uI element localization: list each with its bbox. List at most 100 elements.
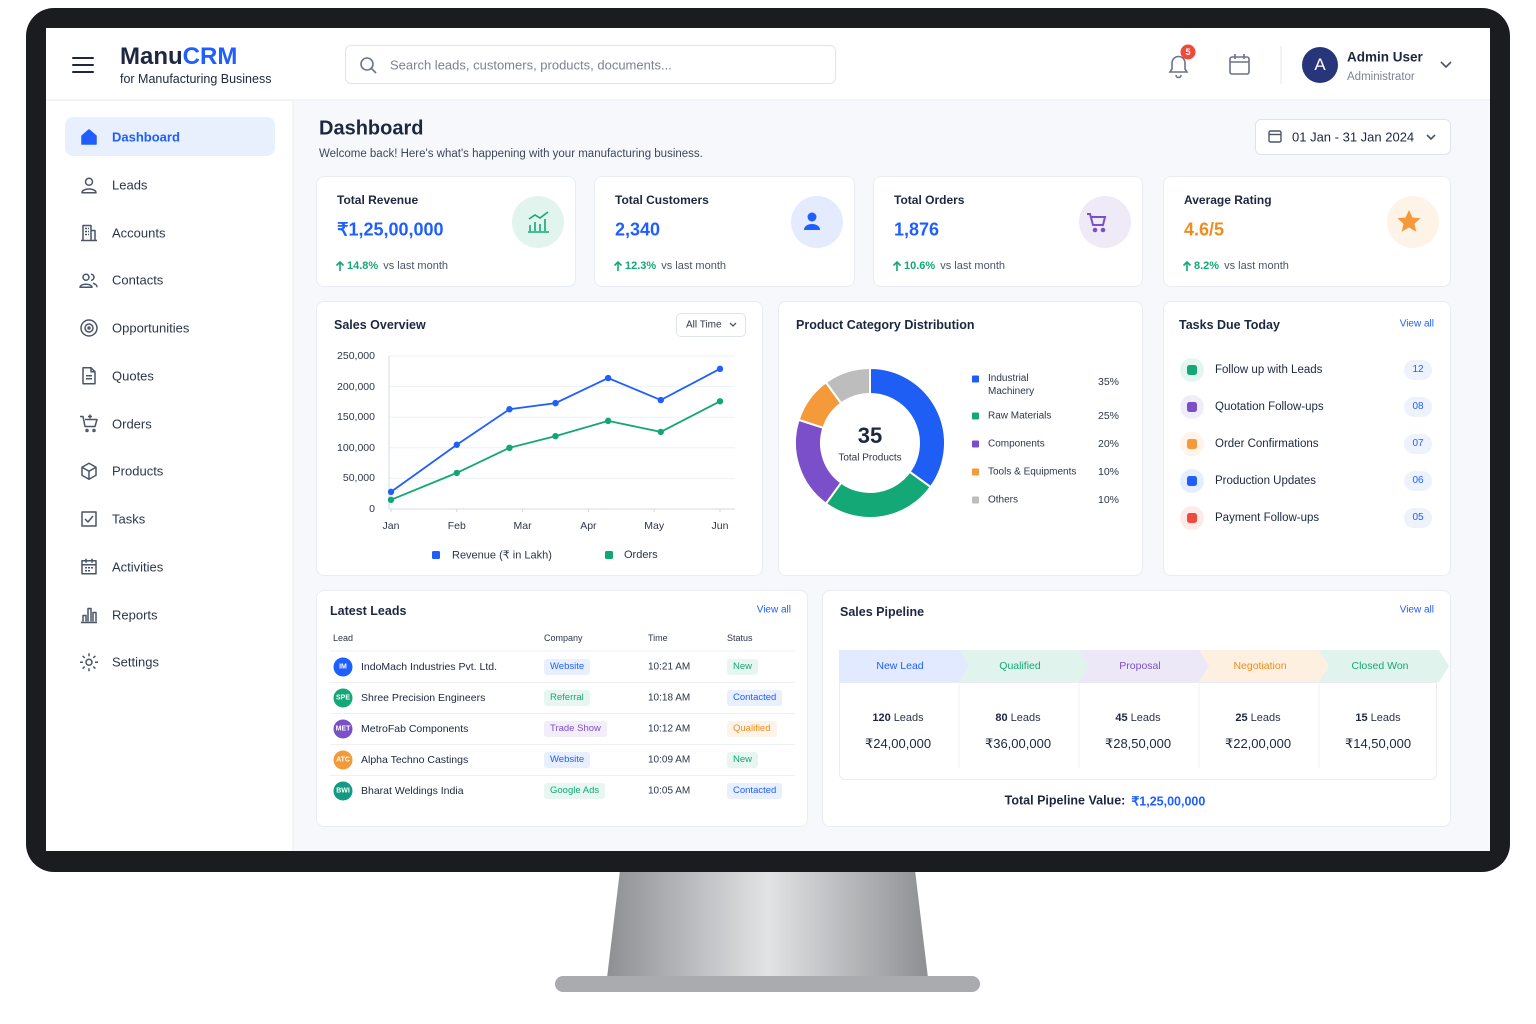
category-card — [778, 301, 1143, 576]
view-all-link[interactable]: View all — [1399, 318, 1434, 330]
lead-avatar — [333, 750, 353, 770]
nav-icon — [81, 224, 97, 242]
stage-unit: Leads — [1370, 712, 1401, 724]
line-point — [552, 432, 559, 440]
x-tick-label: Apr — [580, 520, 597, 532]
nav-item[interactable]: Orders — [112, 416, 152, 431]
stage-leads: 120 Leads — [872, 712, 923, 724]
lead-time: 10:12 AM — [648, 723, 691, 735]
lead-status: New — [727, 752, 759, 768]
card-title: Tasks Due Today — [1179, 318, 1280, 332]
brand: ManuCRM — [120, 43, 237, 71]
nav-item[interactable]: Settings — [112, 654, 159, 670]
card-title: Sales Pipeline — [840, 605, 925, 619]
line-point — [552, 399, 559, 407]
lead-status: Qualified — [727, 721, 777, 737]
stage-name: Negotiation — [1233, 660, 1287, 672]
lead-name[interactable]: Alpha Techno Castings — [361, 754, 469, 766]
y-tick-label: 100,000 — [337, 441, 375, 454]
y-tick-label: 200,000 — [337, 380, 375, 393]
nav-icon — [80, 653, 98, 672]
kpi-change: 14.8% — [347, 260, 379, 272]
nav-item[interactable]: Tasks — [112, 511, 146, 527]
chart-title: Product Category Distribution — [796, 318, 975, 332]
stage-unit: Leads — [1130, 712, 1161, 724]
legend-marker — [972, 412, 979, 420]
lead-name[interactable]: Bharat Weldings India — [361, 785, 464, 797]
filter-dropdown[interactable] — [676, 313, 746, 337]
chart-filter: All Time — [686, 319, 722, 331]
kpi-arrow — [613, 260, 623, 271]
kpi-card — [1163, 176, 1451, 287]
nav-item[interactable]: Reports — [112, 607, 158, 622]
legend-label: Others — [988, 494, 1019, 506]
pipeline-card — [822, 590, 1451, 827]
menu-icon[interactable] — [72, 57, 94, 73]
task-count: 08 — [1404, 397, 1432, 417]
task-label: Order Confirmations — [1215, 438, 1319, 450]
nav-item[interactable]: Opportunities — [112, 320, 190, 336]
tasks-card — [1163, 301, 1451, 576]
nav-item[interactable]: Activities — [112, 559, 164, 575]
nav-item[interactable]: Products — [112, 463, 164, 479]
nav-item[interactable]: Leads — [112, 177, 148, 193]
stage-chevron — [1079, 650, 1209, 682]
kpi-value: 4.6/5 — [1184, 219, 1225, 240]
line-point — [453, 469, 460, 477]
stage-leads: 45 Leads — [1115, 712, 1160, 724]
lead-name[interactable]: MetroFab Components — [361, 723, 469, 735]
kpi-value: 1,876 — [894, 219, 940, 240]
page-subtitle: Welcome back! Here's what's happening wi… — [319, 148, 703, 160]
total-label: Total Pipeline Value: — [1004, 793, 1126, 808]
pie-center-value: 35 — [857, 423, 883, 448]
x-tick-label: May — [644, 520, 665, 532]
user-chevron[interactable] — [1440, 61, 1452, 69]
stage-count: 120 — [872, 712, 891, 724]
avatar[interactable] — [1302, 47, 1338, 83]
calendar-icon[interactable] — [1229, 54, 1250, 75]
view-all-link[interactable]: View all — [756, 604, 791, 616]
search-box[interactable] — [345, 45, 836, 84]
user-role: Administrator — [1347, 71, 1415, 83]
kpi-icon-rating — [1397, 210, 1421, 232]
lead-name[interactable]: IndoMach Industries Pvt. Ltd. — [361, 661, 497, 673]
kpi-change: 10.6% — [904, 260, 936, 272]
kpi-change-row: 14.8% vs last month — [347, 260, 448, 272]
stage-unit: Leads — [893, 712, 924, 724]
nav-item[interactable]: Accounts — [112, 225, 166, 240]
nav-item[interactable]: Quotes — [112, 368, 154, 384]
stage-count: 15 — [1355, 712, 1368, 724]
bell-icon[interactable] — [1168, 55, 1189, 79]
nav-item[interactable]: Dashboard — [112, 129, 180, 145]
date-range-button[interactable] — [1255, 119, 1451, 155]
task-icon — [1187, 402, 1197, 412]
legend-marker — [972, 375, 979, 383]
stage-name: Closed Won — [1351, 660, 1409, 672]
task-label: Payment Follow-ups — [1215, 512, 1320, 524]
kpi-card — [873, 176, 1143, 287]
kpi-card — [594, 176, 855, 287]
kpi-icon-bg — [512, 196, 564, 248]
stage-count: 45 — [1115, 712, 1128, 724]
kpi-icon-orders — [1087, 213, 1107, 233]
kpi-icon-customers — [804, 212, 820, 230]
column-header: Time — [648, 633, 668, 643]
legend-label: Components — [988, 438, 1045, 450]
total-value: ₹1,25,00,000 — [1131, 794, 1206, 809]
task-label: Follow up with Leads — [1215, 364, 1323, 376]
line-point — [387, 496, 395, 504]
nav-item[interactable]: Contacts — [112, 272, 164, 288]
line-point — [716, 398, 724, 405]
pipeline-total: Total Pipeline Value: ₹1,25,00,000 — [1005, 794, 1206, 809]
lead-time: 10:09 AM — [648, 754, 691, 766]
stage-value: ₹28,50,000 — [1104, 736, 1172, 751]
brand-accent: CRM — [182, 43, 238, 70]
legend-marker — [972, 468, 979, 476]
view-all-link[interactable]: View all — [1399, 604, 1434, 616]
kpi-comparison: vs last month — [661, 260, 727, 272]
search-placeholder: Search leads, customers, products, docum… — [390, 57, 672, 73]
line-point — [506, 406, 513, 413]
kpi-arrow — [1182, 260, 1192, 271]
lead-name[interactable]: Shree Precision Engineers — [361, 692, 486, 704]
